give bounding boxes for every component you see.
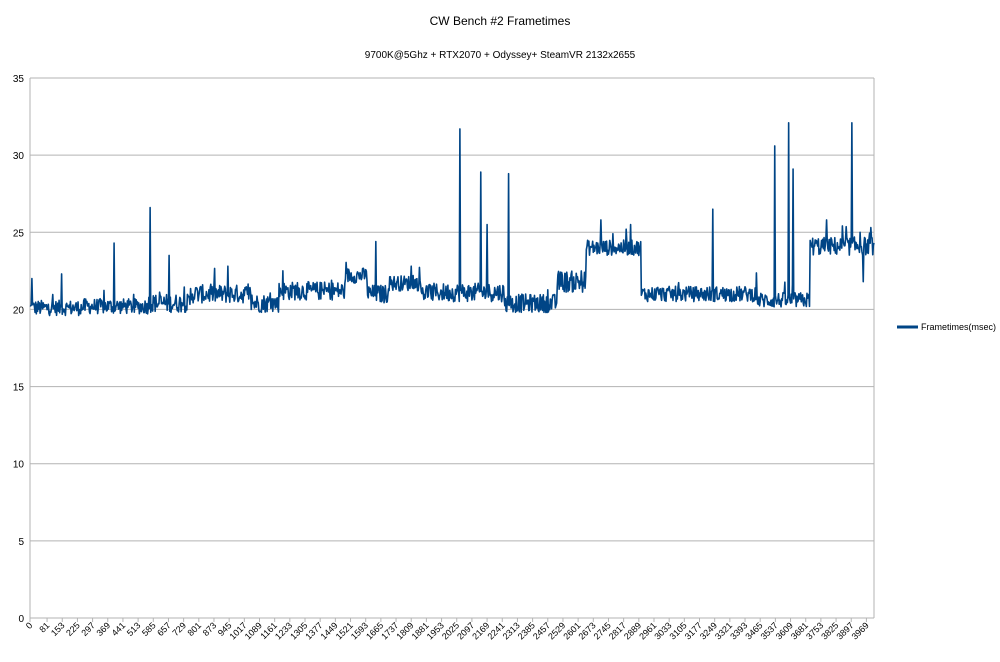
axes — [29, 78, 875, 619]
y-tick-label: 35 — [13, 74, 25, 85]
y-tick-label: 30 — [13, 151, 25, 162]
y-tick-label: 25 — [13, 228, 25, 239]
series-line-frametimes — [29, 121, 875, 317]
x-tick-label: 3969 — [850, 620, 871, 641]
x-tick-label: 369 — [94, 620, 112, 638]
x-tick-label: 585 — [140, 620, 158, 638]
x-tick-label: 441 — [110, 620, 128, 638]
series-layer — [29, 121, 875, 317]
y-axis-ticks: 0 5 10 15 20 25 30 35 — [13, 74, 25, 625]
legend: Frametimes(msec) — [897, 322, 996, 332]
y-tick-label: 20 — [13, 305, 25, 316]
legend-label: Frametimes(msec) — [921, 322, 996, 332]
chart-subtitle: 9700K@5Ghz + RTX2070 + Odyssey+ SteamVR … — [364, 50, 636, 61]
x-tick-label: 153 — [49, 620, 67, 638]
x-tick-label: 801 — [186, 620, 204, 638]
x-tick-label: 657 — [155, 620, 173, 638]
grid-lines — [30, 77, 874, 542]
x-tick-label: 225 — [64, 620, 82, 638]
y-tick-label: 15 — [13, 383, 25, 394]
x-tick-label: 513 — [125, 620, 143, 638]
y-tick-label: 5 — [18, 537, 24, 548]
y-tick-label: 10 — [13, 460, 25, 471]
x-tick-label: 729 — [170, 620, 188, 638]
x-tick-label: 297 — [79, 620, 97, 638]
x-axis-ticks: 0 811532252973694415135856577298018739451… — [24, 618, 871, 642]
x-tick-label: 873 — [201, 620, 219, 638]
chart-title: CW Bench #2 Frametimes — [429, 14, 571, 28]
x-tick-label: 0 — [24, 620, 35, 631]
y-tick-label: 0 — [18, 614, 24, 625]
